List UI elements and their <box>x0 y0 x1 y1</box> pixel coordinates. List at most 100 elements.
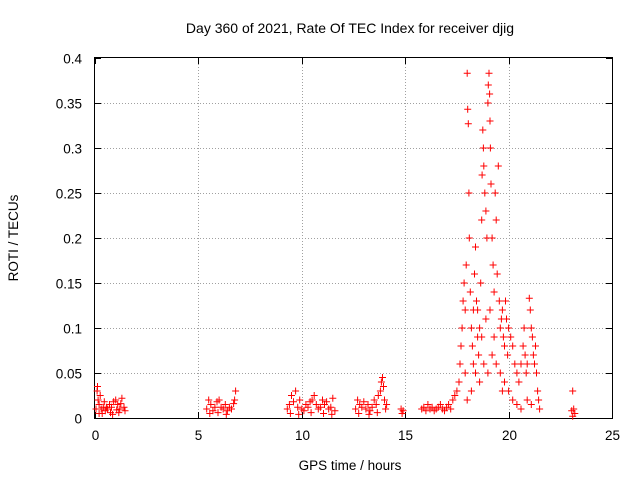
data-point <box>422 407 430 415</box>
y-tick-label: 0.1 <box>63 322 82 337</box>
data-point <box>445 401 453 408</box>
data-point <box>475 351 483 359</box>
data-point <box>468 342 476 350</box>
data-point <box>441 407 448 415</box>
data-point <box>476 324 484 332</box>
data-point <box>478 216 486 224</box>
data-point <box>206 410 214 417</box>
data-point <box>283 405 291 413</box>
data-point <box>329 394 337 402</box>
data-point <box>94 383 101 390</box>
data-point <box>94 396 102 404</box>
data-point <box>469 360 477 368</box>
data-point <box>228 405 235 413</box>
axis-ticks <box>95 58 613 419</box>
data-point <box>513 369 521 377</box>
x-axis-label: GPS time / hours <box>299 458 402 473</box>
data-point <box>501 342 508 350</box>
data-point <box>482 315 490 323</box>
grid-lines <box>95 58 612 418</box>
y-tick-label: 0.3 <box>63 142 82 157</box>
data-point <box>222 410 230 418</box>
data-point <box>487 180 495 188</box>
data-point <box>365 410 373 418</box>
x-tick-label: 0 <box>92 428 100 443</box>
y-axis-label: ROTI / TECUs <box>6 194 21 281</box>
data-point <box>467 387 475 395</box>
data-point <box>486 90 494 98</box>
data-point <box>486 306 494 314</box>
data-point <box>484 99 492 107</box>
data-point <box>515 378 523 386</box>
data-point <box>490 333 498 341</box>
x-tick-label: 10 <box>295 428 310 443</box>
data-point <box>521 351 529 359</box>
data-point <box>121 407 129 415</box>
data-point <box>95 410 103 417</box>
data-point <box>312 401 320 408</box>
data-point <box>215 396 223 404</box>
data-point <box>214 409 222 417</box>
data-point <box>424 401 432 408</box>
data-point <box>569 412 577 420</box>
data-point <box>368 403 376 411</box>
data-point <box>205 396 213 404</box>
data-point <box>102 403 110 411</box>
data-point <box>331 407 339 415</box>
data-point <box>493 270 501 278</box>
data-point <box>523 396 531 404</box>
data-point <box>478 333 486 341</box>
data-point <box>103 405 111 413</box>
y-tick-label: 0.05 <box>56 367 82 382</box>
data-point <box>534 387 542 395</box>
data-point <box>203 405 211 413</box>
data-point <box>364 401 372 408</box>
data-point <box>494 162 502 170</box>
data-point <box>231 396 239 404</box>
data-point <box>471 270 478 278</box>
data-point <box>316 403 324 411</box>
data-point <box>374 392 382 399</box>
data-point <box>568 407 576 415</box>
data-point <box>381 396 388 404</box>
data-point <box>223 407 231 415</box>
data-point <box>517 360 525 368</box>
data-point <box>372 401 380 408</box>
data-point <box>496 369 504 377</box>
y-tick-label: 0 <box>74 412 82 427</box>
y-tick-label: 0.2 <box>63 232 82 247</box>
data-point <box>465 234 473 242</box>
data-point <box>355 410 363 417</box>
data-point <box>504 351 512 359</box>
data-point <box>211 403 219 411</box>
data-point <box>354 396 362 404</box>
data-point <box>465 189 473 197</box>
data-point <box>320 410 327 417</box>
data-point <box>285 401 293 408</box>
data-point <box>489 261 497 269</box>
data-point <box>467 324 475 332</box>
data-point <box>464 120 472 128</box>
data-point <box>490 288 498 296</box>
data-point <box>112 396 120 404</box>
x-tick-label: 15 <box>398 428 413 443</box>
data-point <box>535 396 543 404</box>
data-point <box>457 342 465 350</box>
data-point <box>513 401 521 408</box>
data-point <box>95 401 103 408</box>
data-point <box>484 81 492 89</box>
data-point <box>498 387 506 395</box>
data-point <box>96 392 104 399</box>
data-point <box>377 378 385 386</box>
data-point <box>476 378 484 386</box>
data-point <box>496 324 504 332</box>
data-point <box>327 403 335 411</box>
data-point <box>511 360 519 368</box>
data-point <box>420 403 428 411</box>
data-point <box>480 162 488 170</box>
data-point <box>453 387 461 395</box>
data-point <box>478 171 486 179</box>
data-point <box>461 369 469 377</box>
data-point <box>230 400 238 408</box>
